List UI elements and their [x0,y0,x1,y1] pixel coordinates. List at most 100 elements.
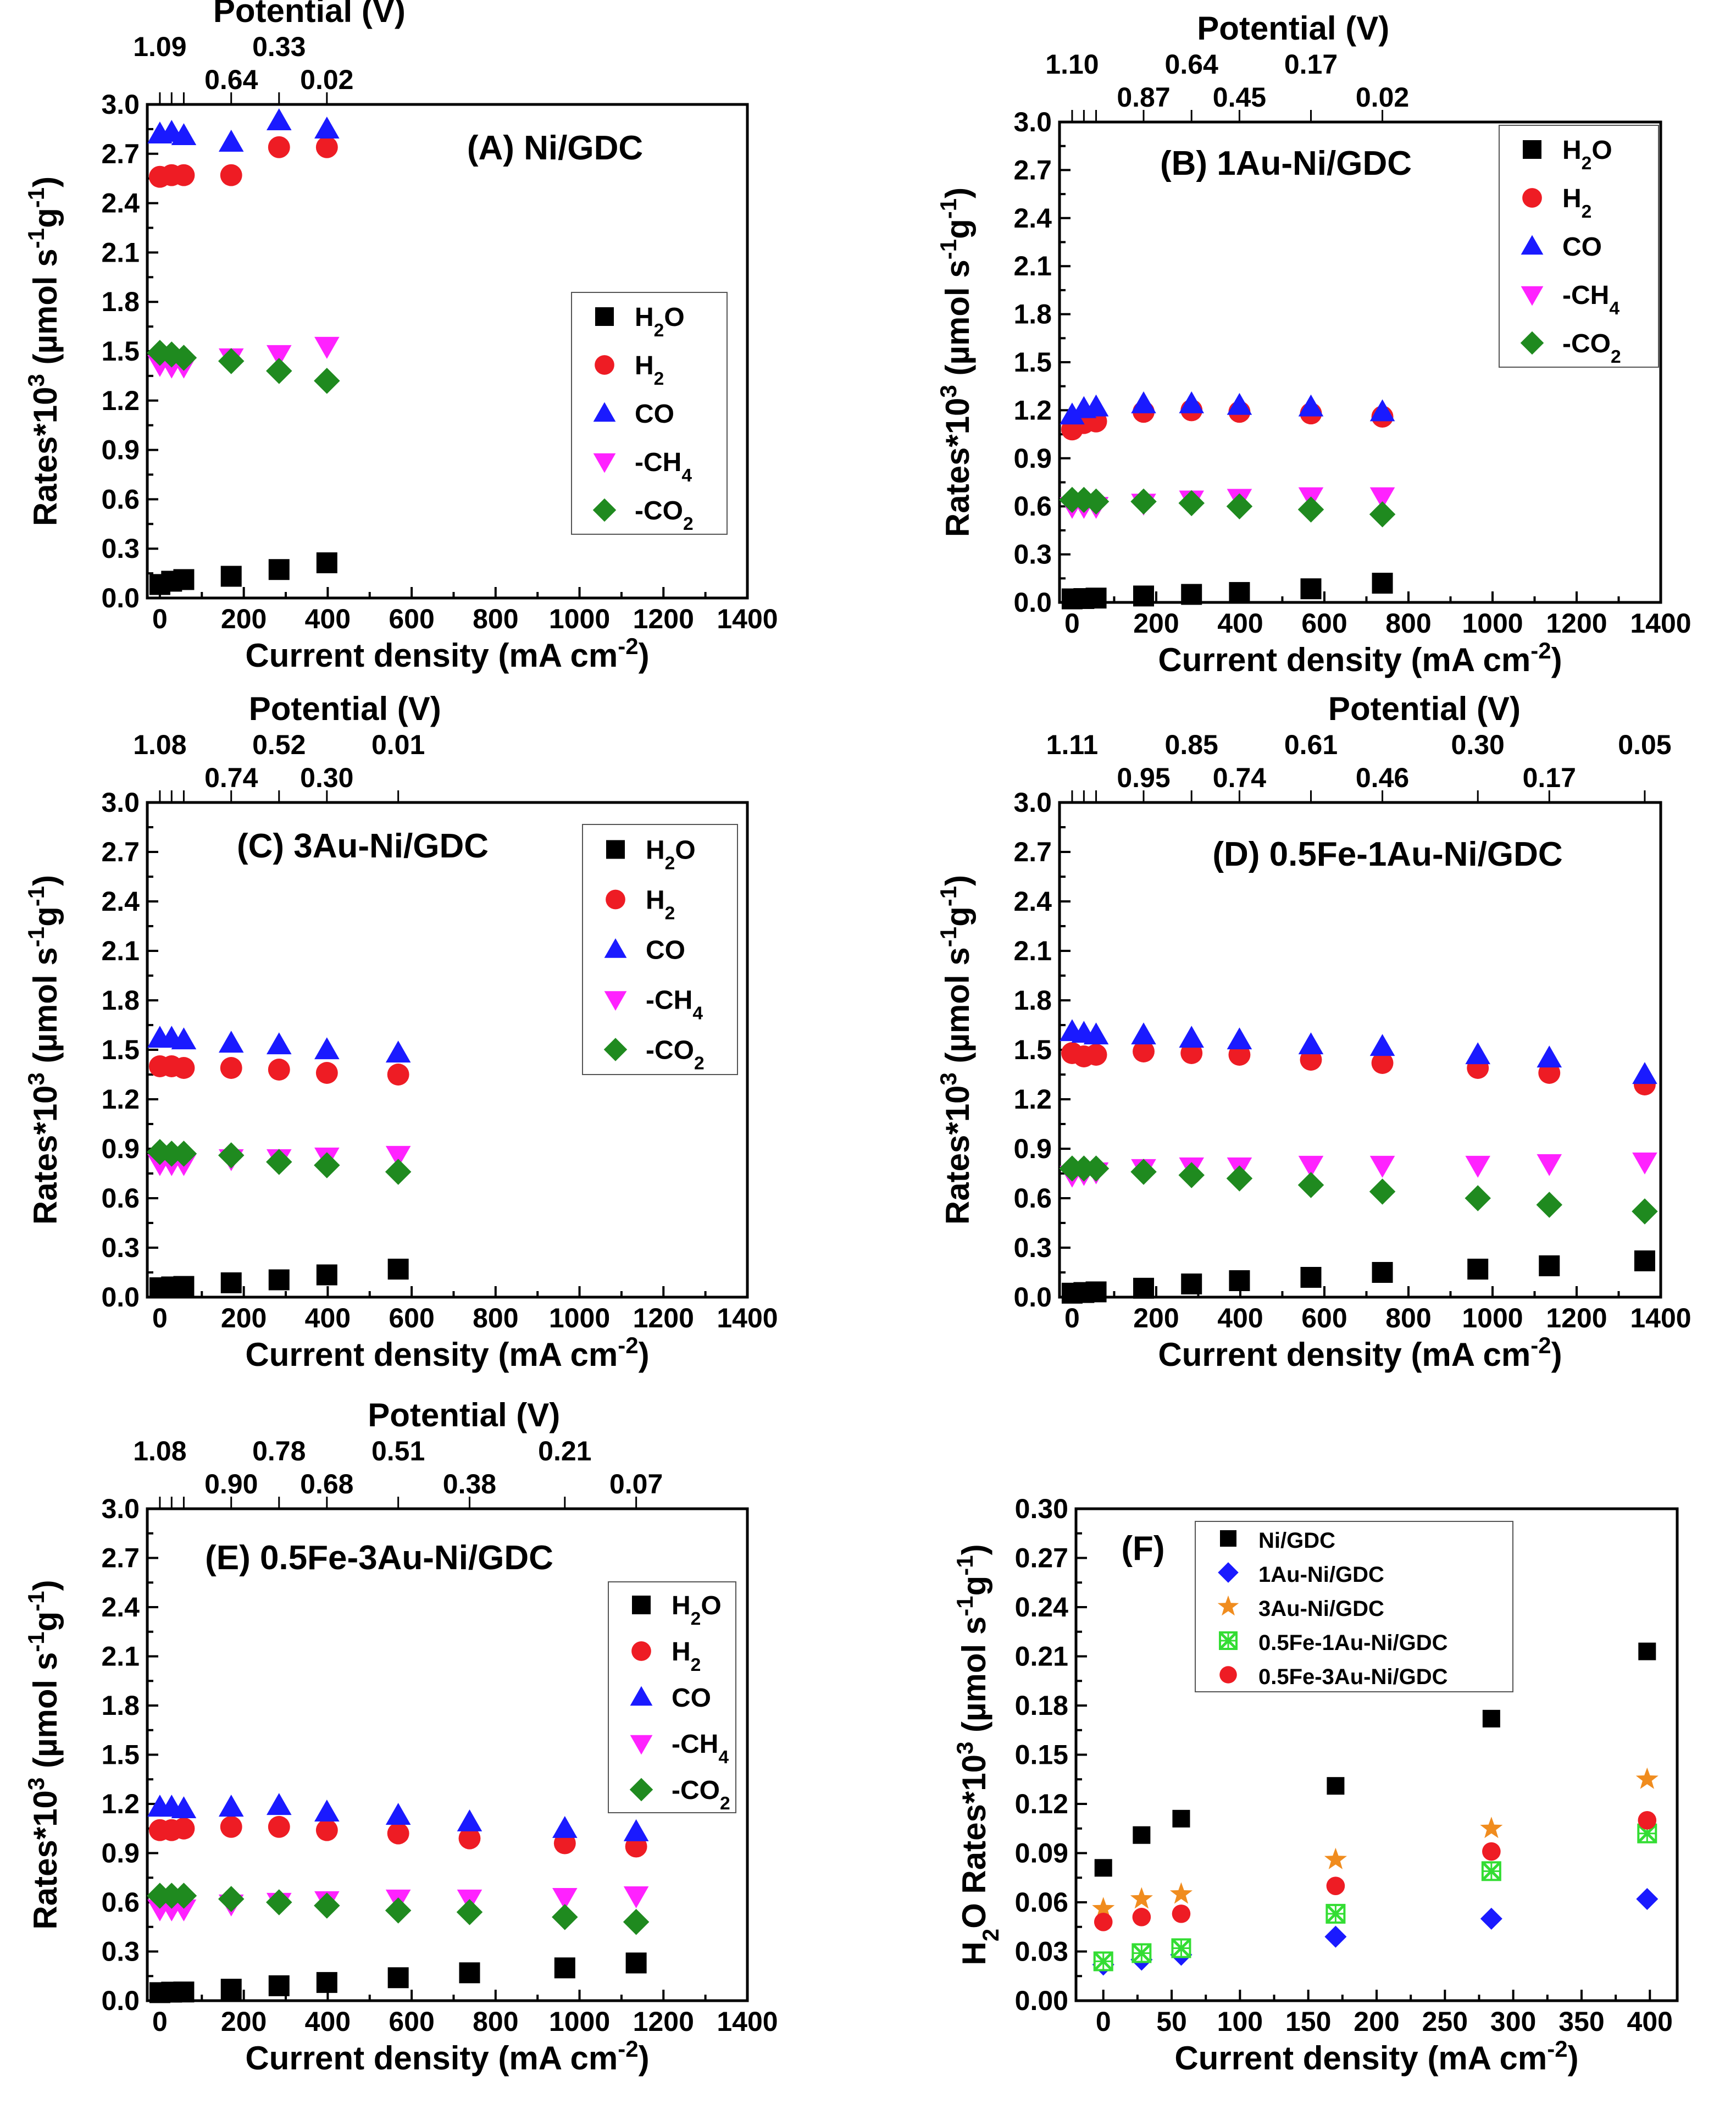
top-tick-label: 0.64 [204,64,258,95]
x-tick-label: 600 [389,2006,434,2037]
y-tick-label: 2.1 [101,1641,140,1672]
panel-title: (E) 0.5Fe-3Au-Ni/GDC [205,1539,553,1577]
y-tick-label: 0.3 [1013,539,1052,570]
legend-label: -CO2 [1562,329,1621,367]
x-tick-label: 1400 [717,1303,778,1333]
x-axis-label: Current density (mA cm-2) [245,1332,649,1374]
data-point [220,1057,242,1079]
x-tick-label: 1000 [1462,608,1523,639]
x-axis-label: Current density (mA cm-2) [1158,1332,1562,1374]
data-point [1369,501,1396,528]
data-point [1083,1022,1109,1045]
top-tick-label: 0.17 [1284,49,1338,80]
top-tick-label: 1.09 [133,31,186,62]
series-co [147,1026,411,1063]
x-tick-label: 800 [473,1303,518,1333]
series-3au-ni-gdc [1092,1767,1659,1919]
data-point [314,1892,340,1919]
legend: H2O H2 CO -CH4 -CO2 [582,824,738,1075]
top-tick-label: 0.51 [371,1436,425,1466]
data-point [218,1886,245,1912]
top-tick-label: 0.17 [1523,762,1576,793]
legend-box [1499,125,1659,368]
data-point [1536,1192,1563,1218]
data-point [1169,1882,1193,1904]
y-tick-label: 1.2 [101,1084,140,1115]
series-co [1060,1019,1657,1084]
x-tick-label: 1000 [1462,1303,1523,1333]
data-point [1085,1044,1107,1066]
panel-f: 0 50 100 150 200 250 300 350 400 0.00 0.03 0.06 0.09… [952,1493,1679,2077]
data-point [387,1259,409,1280]
data-point [1133,1277,1155,1299]
data-point [220,1979,242,2000]
x-tick-label: 0 [152,604,168,634]
top-tick-label: 0.30 [1451,729,1505,760]
y-tick-label: 0.27 [1015,1543,1068,1574]
x-axis-label: Current density (mA cm-2) [1174,2036,1578,2077]
x-tick-label: 1000 [549,1303,610,1333]
series-h2 [1061,1040,1656,1095]
data-point [1226,493,1253,519]
data-point [1130,1887,1153,1909]
data-point [1132,1908,1151,1926]
legend-box [582,824,738,1075]
x-tick-label: 1000 [549,604,610,634]
series-h2o [149,552,337,595]
y-axis-label: Rates*103 (µmol s-1g-1) [935,875,977,1225]
data-point [459,1962,480,1984]
top-tick-label: 0.78 [252,1436,306,1466]
y-tick-label: 0.06 [1015,1887,1068,1918]
x-tick-label: 250 [1422,2006,1468,2037]
data-point [1093,1951,1113,1972]
data-point [268,1815,290,1838]
top-tick-label: 0.33 [252,31,306,62]
data-point [1638,1811,1657,1830]
y-tick-label: 2.4 [101,1592,140,1623]
data-point [266,1032,292,1055]
y-tick-label: 1.5 [1013,1034,1052,1065]
data-point [1178,490,1205,517]
data-point [387,1967,409,1989]
top-tick-label: 0.64 [1165,49,1219,80]
data-point [315,1819,338,1841]
y-tick-label: 0.0 [1013,587,1052,618]
y-tick-label: 0.0 [1013,1282,1052,1313]
legend-label: H2 [672,1637,701,1675]
data-point [218,130,244,152]
panel-title: (D) 0.5Fe-1Au-Ni/GDC [1212,835,1562,873]
data-point [268,559,290,580]
x-tick-label: 350 [1558,2006,1604,2037]
data-point [1130,1159,1157,1185]
top-axis-label: Potential (V) [368,1397,560,1433]
series-0-5fe-1au-ni-gdc [1093,1823,1657,1972]
legend-marker [632,1596,651,1614]
data-point [387,1822,409,1845]
legend-box [571,292,728,535]
top-tick-label: 0.87 [1117,82,1170,113]
data-point [1179,1026,1205,1048]
series-co [147,1793,649,1841]
data-point [314,117,340,139]
data-point [170,1883,197,1909]
data-point [173,1276,195,1297]
legend-marker [1522,188,1542,208]
y-tick-label: 3.0 [101,787,140,818]
top-tick-label: 0.68 [300,1469,353,1499]
data-point [170,345,197,371]
x-tick-label: 0 [1096,2006,1111,2037]
data-point [1094,1913,1113,1931]
series-0-5fe-3au-ni-gdc [1094,1811,1657,1931]
data-point [220,1815,242,1838]
series-h2 [148,1055,409,1086]
legend-marker [1217,1595,1239,1616]
x-tick-label: 1200 [633,604,694,634]
y-tick-label: 0.6 [1013,491,1052,522]
legend-box [608,1581,736,1813]
data-point [1172,1904,1191,1923]
x-tick-label: 200 [221,1303,267,1333]
x-tick-label: 400 [305,604,351,634]
y-tick-label: 2.7 [101,1543,140,1574]
top-tick-label: 0.21 [538,1436,591,1466]
x-tick-label: 1400 [717,2006,778,2037]
